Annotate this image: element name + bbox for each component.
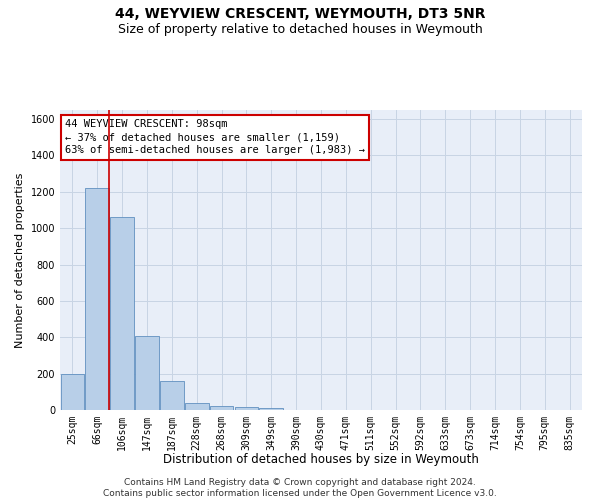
Bar [259, 408, 283, 410]
Bar [110, 218, 134, 410]
Bar [210, 406, 233, 410]
Bar [61, 374, 84, 410]
Text: Contains HM Land Registry data © Crown copyright and database right 2024.
Contai: Contains HM Land Registry data © Crown c… [103, 478, 497, 498]
Text: Distribution of detached houses by size in Weymouth: Distribution of detached houses by size … [163, 452, 479, 466]
Text: 44, WEYVIEW CRESCENT, WEYMOUTH, DT3 5NR: 44, WEYVIEW CRESCENT, WEYMOUTH, DT3 5NR [115, 8, 485, 22]
Bar [235, 408, 258, 410]
Bar [135, 336, 159, 410]
Y-axis label: Number of detached properties: Number of detached properties [15, 172, 25, 348]
Text: 44 WEYVIEW CRESCENT: 98sqm
← 37% of detached houses are smaller (1,159)
63% of s: 44 WEYVIEW CRESCENT: 98sqm ← 37% of deta… [65, 119, 365, 156]
Bar [160, 381, 184, 410]
Bar [185, 402, 209, 410]
Bar [85, 188, 109, 410]
Text: Size of property relative to detached houses in Weymouth: Size of property relative to detached ho… [118, 22, 482, 36]
